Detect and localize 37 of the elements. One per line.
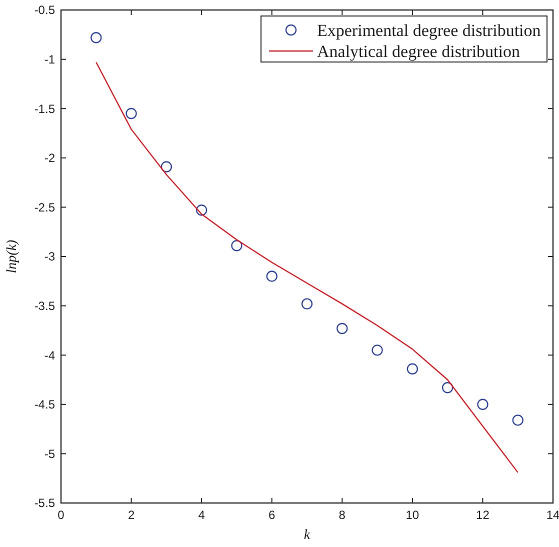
x-tick-label: 14: [546, 508, 559, 522]
point: [301, 298, 313, 310]
point: [512, 414, 524, 426]
y-tick-label: -2.5: [34, 200, 56, 214]
y-tick-label: -4: [44, 348, 56, 362]
y-tick-label: -5: [44, 446, 56, 461]
point: [372, 344, 383, 356]
legend-label: Analytical degree distribution: [317, 42, 520, 61]
legend-label: Experimental degree distribution: [317, 20, 542, 40]
point: [196, 204, 208, 216]
y-tick-label: -1: [44, 52, 56, 66]
point: [477, 398, 488, 410]
point: [266, 270, 278, 282]
x-tick-label: 10: [406, 508, 420, 522]
x-tick-label: 2: [128, 508, 135, 522]
y-tick-label: -5.5: [34, 496, 56, 510]
y-tick-label: -3: [44, 250, 56, 264]
y-tick-label: -0.5: [34, 3, 56, 18]
x-tick-label: 0: [58, 508, 65, 522]
y-tick-label: -2: [44, 151, 56, 166]
point: [126, 108, 137, 120]
y-tick-label: -1.5: [34, 102, 56, 116]
point: [90, 32, 102, 44]
point: [336, 322, 348, 334]
x-tick-label: 12: [476, 508, 490, 522]
line-series: [96, 62, 518, 474]
y-tick-label: -4.5: [34, 398, 56, 412]
point: [160, 161, 172, 172]
x-tick-label: 8: [338, 508, 346, 522]
x-axis-title: k: [304, 528, 311, 543]
x-tick-label: 4: [198, 508, 206, 522]
point: [406, 363, 418, 375]
point: [231, 240, 242, 252]
x-tick-label: 6: [268, 508, 276, 522]
point: [442, 382, 454, 394]
y-tick-label: -3.5: [34, 299, 56, 313]
y-axis-title: lnp(k): [5, 239, 20, 274]
